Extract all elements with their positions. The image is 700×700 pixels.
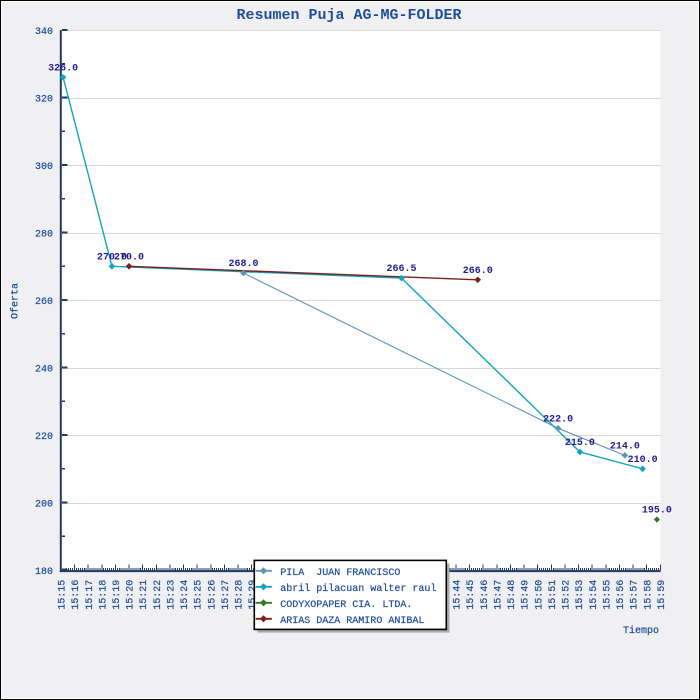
- svg-text:215.0: 215.0: [565, 438, 595, 449]
- svg-text:268.0: 268.0: [228, 259, 258, 270]
- svg-text:15:23: 15:23: [166, 580, 177, 610]
- svg-text:Oferta: Oferta: [10, 283, 22, 319]
- svg-text:200: 200: [35, 500, 53, 511]
- svg-text:270.0: 270.0: [114, 252, 144, 263]
- svg-text:266.0: 266.0: [463, 266, 493, 277]
- svg-text:ARIAS DAZA RAMIRO ANIBAL: ARIAS DAZA RAMIRO ANIBAL: [280, 616, 424, 627]
- svg-text:15:55: 15:55: [602, 580, 613, 610]
- svg-text:15:15: 15:15: [58, 580, 69, 610]
- svg-text:PILA JUAN FRANCISCO: PILA JUAN FRANCISCO: [280, 568, 400, 579]
- svg-text:222.0: 222.0: [543, 414, 573, 425]
- svg-text:15:52: 15:52: [562, 580, 573, 610]
- svg-text:300: 300: [35, 162, 53, 173]
- svg-text:Resumen Puja AG-MG-FOLDER: Resumen Puja AG-MG-FOLDER: [236, 7, 461, 24]
- svg-text:15:58: 15:58: [643, 580, 654, 610]
- svg-text:15:21: 15:21: [139, 580, 150, 610]
- svg-text:220: 220: [35, 432, 53, 443]
- svg-text:15:26: 15:26: [207, 580, 218, 610]
- svg-text:266.5: 266.5: [386, 264, 416, 275]
- svg-text:15:50: 15:50: [534, 580, 545, 610]
- svg-text:180: 180: [35, 567, 53, 578]
- svg-text:15:59: 15:59: [657, 580, 668, 610]
- svg-text:195.0: 195.0: [642, 505, 672, 516]
- svg-text:15:44: 15:44: [453, 580, 464, 610]
- svg-text:320: 320: [35, 95, 53, 106]
- svg-text:15:22: 15:22: [153, 580, 164, 610]
- svg-text:15:57: 15:57: [630, 580, 641, 610]
- svg-text:abril pilacuan walter raul: abril pilacuan walter raul: [280, 583, 436, 595]
- svg-text:15:27: 15:27: [221, 580, 232, 610]
- svg-text:15:46: 15:46: [480, 580, 491, 610]
- svg-text:15:19: 15:19: [112, 580, 123, 610]
- svg-text:15:20: 15:20: [126, 580, 137, 610]
- svg-text:270.0: 270.0: [97, 252, 127, 263]
- svg-text:15:47: 15:47: [493, 580, 504, 610]
- svg-text:15:24: 15:24: [180, 580, 191, 610]
- svg-text:Tiempo: Tiempo: [623, 625, 659, 637]
- svg-text:260: 260: [35, 297, 53, 308]
- svg-text:CODYXOPAPER CIA. LTDA.: CODYXOPAPER CIA. LTDA.: [280, 600, 412, 611]
- svg-text:15:16: 15:16: [71, 580, 82, 610]
- svg-text:340: 340: [35, 27, 53, 38]
- svg-text:15:56: 15:56: [616, 580, 627, 610]
- svg-text:280: 280: [35, 230, 53, 241]
- svg-text:240: 240: [35, 365, 53, 376]
- svg-text:210.0: 210.0: [628, 455, 658, 466]
- svg-text:15:25: 15:25: [194, 580, 205, 610]
- svg-text:15:49: 15:49: [521, 580, 532, 610]
- svg-text:15:18: 15:18: [98, 580, 109, 610]
- svg-text:15:17: 15:17: [85, 580, 96, 610]
- svg-text:326.0: 326.0: [48, 63, 78, 74]
- svg-text:15:54: 15:54: [589, 580, 600, 610]
- svg-text:15:53: 15:53: [575, 580, 586, 610]
- svg-text:15:28: 15:28: [235, 580, 246, 610]
- svg-text:214.0: 214.0: [610, 441, 640, 452]
- svg-text:15:48: 15:48: [507, 580, 518, 610]
- svg-text:15:45: 15:45: [466, 580, 477, 610]
- svg-text:15:51: 15:51: [548, 580, 559, 610]
